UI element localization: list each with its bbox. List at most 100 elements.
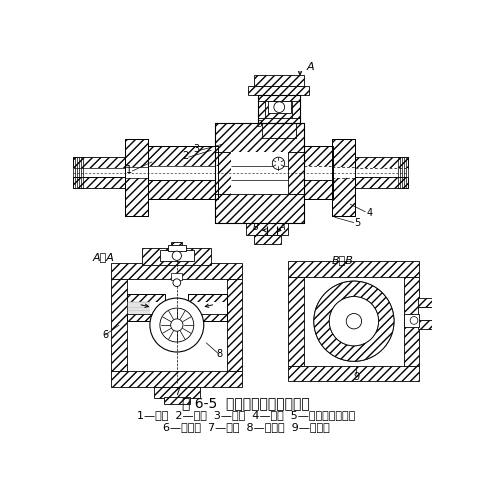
Bar — [148, 147, 217, 166]
Bar — [188, 313, 227, 321]
Bar — [332, 167, 355, 178]
Bar — [148, 166, 217, 180]
Bar — [215, 194, 303, 223]
Wedge shape — [313, 281, 393, 361]
Bar — [303, 180, 333, 199]
Bar — [292, 95, 300, 123]
Circle shape — [329, 297, 378, 346]
Text: A－A: A－A — [93, 251, 114, 261]
Bar — [142, 248, 211, 265]
Circle shape — [272, 157, 284, 169]
Text: 9: 9 — [352, 372, 359, 382]
Bar — [188, 294, 227, 321]
Bar — [248, 86, 309, 95]
Text: B－B: B－B — [331, 254, 353, 265]
Bar — [405, 157, 407, 188]
Bar — [111, 263, 242, 279]
Bar — [154, 387, 200, 398]
Bar — [303, 166, 333, 180]
Text: 1—套筒  2—壳体  3—喷嘴  4—涡轮  5—调整刻度用槽道: 1—套筒 2—壳体 3—喷嘴 4—涡轮 5—调整刻度用槽道 — [137, 410, 355, 420]
Bar — [171, 242, 182, 246]
Bar — [215, 123, 303, 152]
Bar — [355, 177, 407, 188]
Text: 7: 7 — [173, 387, 180, 397]
Bar — [257, 95, 300, 123]
Bar — [332, 139, 355, 216]
Text: 1: 1 — [126, 164, 132, 175]
Text: 4: 4 — [365, 208, 372, 218]
Bar — [127, 313, 165, 321]
Bar — [397, 157, 399, 188]
Bar — [257, 95, 300, 101]
Circle shape — [172, 251, 181, 260]
Bar — [332, 139, 355, 216]
Bar — [215, 123, 303, 223]
Bar — [73, 168, 125, 177]
Bar — [253, 235, 280, 244]
Bar — [111, 371, 242, 387]
Bar — [403, 277, 419, 366]
Bar — [401, 157, 403, 188]
Bar — [148, 147, 217, 199]
Bar — [288, 277, 303, 366]
Bar — [246, 223, 288, 235]
Bar — [77, 157, 79, 188]
Bar — [261, 123, 296, 138]
Bar — [125, 139, 148, 216]
Bar — [403, 313, 419, 327]
Text: B: B — [256, 120, 262, 129]
Bar — [288, 152, 303, 194]
Bar — [188, 302, 227, 313]
Bar — [73, 177, 125, 188]
Circle shape — [409, 317, 417, 324]
Bar — [267, 101, 290, 112]
Bar — [111, 279, 127, 371]
Circle shape — [173, 279, 180, 287]
Text: 5: 5 — [354, 218, 360, 228]
Circle shape — [170, 319, 182, 331]
Bar — [188, 294, 227, 302]
Text: A: A — [279, 223, 285, 232]
Bar — [163, 396, 190, 404]
Text: 6: 6 — [102, 330, 108, 340]
Bar — [417, 320, 432, 329]
Bar — [127, 302, 165, 313]
Bar — [215, 152, 230, 194]
Bar — [417, 307, 432, 320]
Bar — [81, 157, 83, 188]
Circle shape — [159, 308, 193, 342]
Circle shape — [150, 298, 204, 352]
Text: 图 6-5  切向式涡轮流量传感器: 图 6-5 切向式涡轮流量传感器 — [182, 396, 309, 410]
Text: A: A — [306, 62, 313, 72]
Bar — [159, 250, 193, 261]
Bar — [167, 245, 186, 251]
Text: 6—照明灯  7—玻璃  8—光电管  9—调节阀: 6—照明灯 7—玻璃 8—光电管 9—调节阀 — [162, 422, 329, 432]
Circle shape — [313, 281, 393, 361]
Text: B: B — [252, 223, 258, 232]
Bar — [148, 180, 217, 199]
Bar — [303, 147, 333, 166]
Text: 8: 8 — [216, 349, 222, 359]
Circle shape — [273, 102, 284, 112]
Text: 2: 2 — [182, 150, 188, 161]
Bar — [355, 157, 407, 168]
Circle shape — [346, 313, 361, 329]
Bar — [73, 157, 125, 168]
Bar — [125, 139, 148, 216]
Bar — [230, 152, 288, 194]
Bar — [257, 118, 300, 123]
Text: 3: 3 — [193, 144, 200, 154]
Bar — [125, 167, 148, 178]
Bar — [171, 273, 182, 280]
Bar — [127, 294, 165, 321]
Bar — [253, 75, 303, 86]
Bar — [303, 147, 333, 199]
Bar — [355, 168, 407, 177]
Bar — [417, 298, 432, 307]
Bar — [257, 95, 265, 123]
Bar — [288, 366, 419, 381]
Bar — [127, 294, 165, 302]
Bar — [73, 157, 75, 188]
Bar — [257, 95, 300, 123]
Bar — [227, 279, 242, 371]
